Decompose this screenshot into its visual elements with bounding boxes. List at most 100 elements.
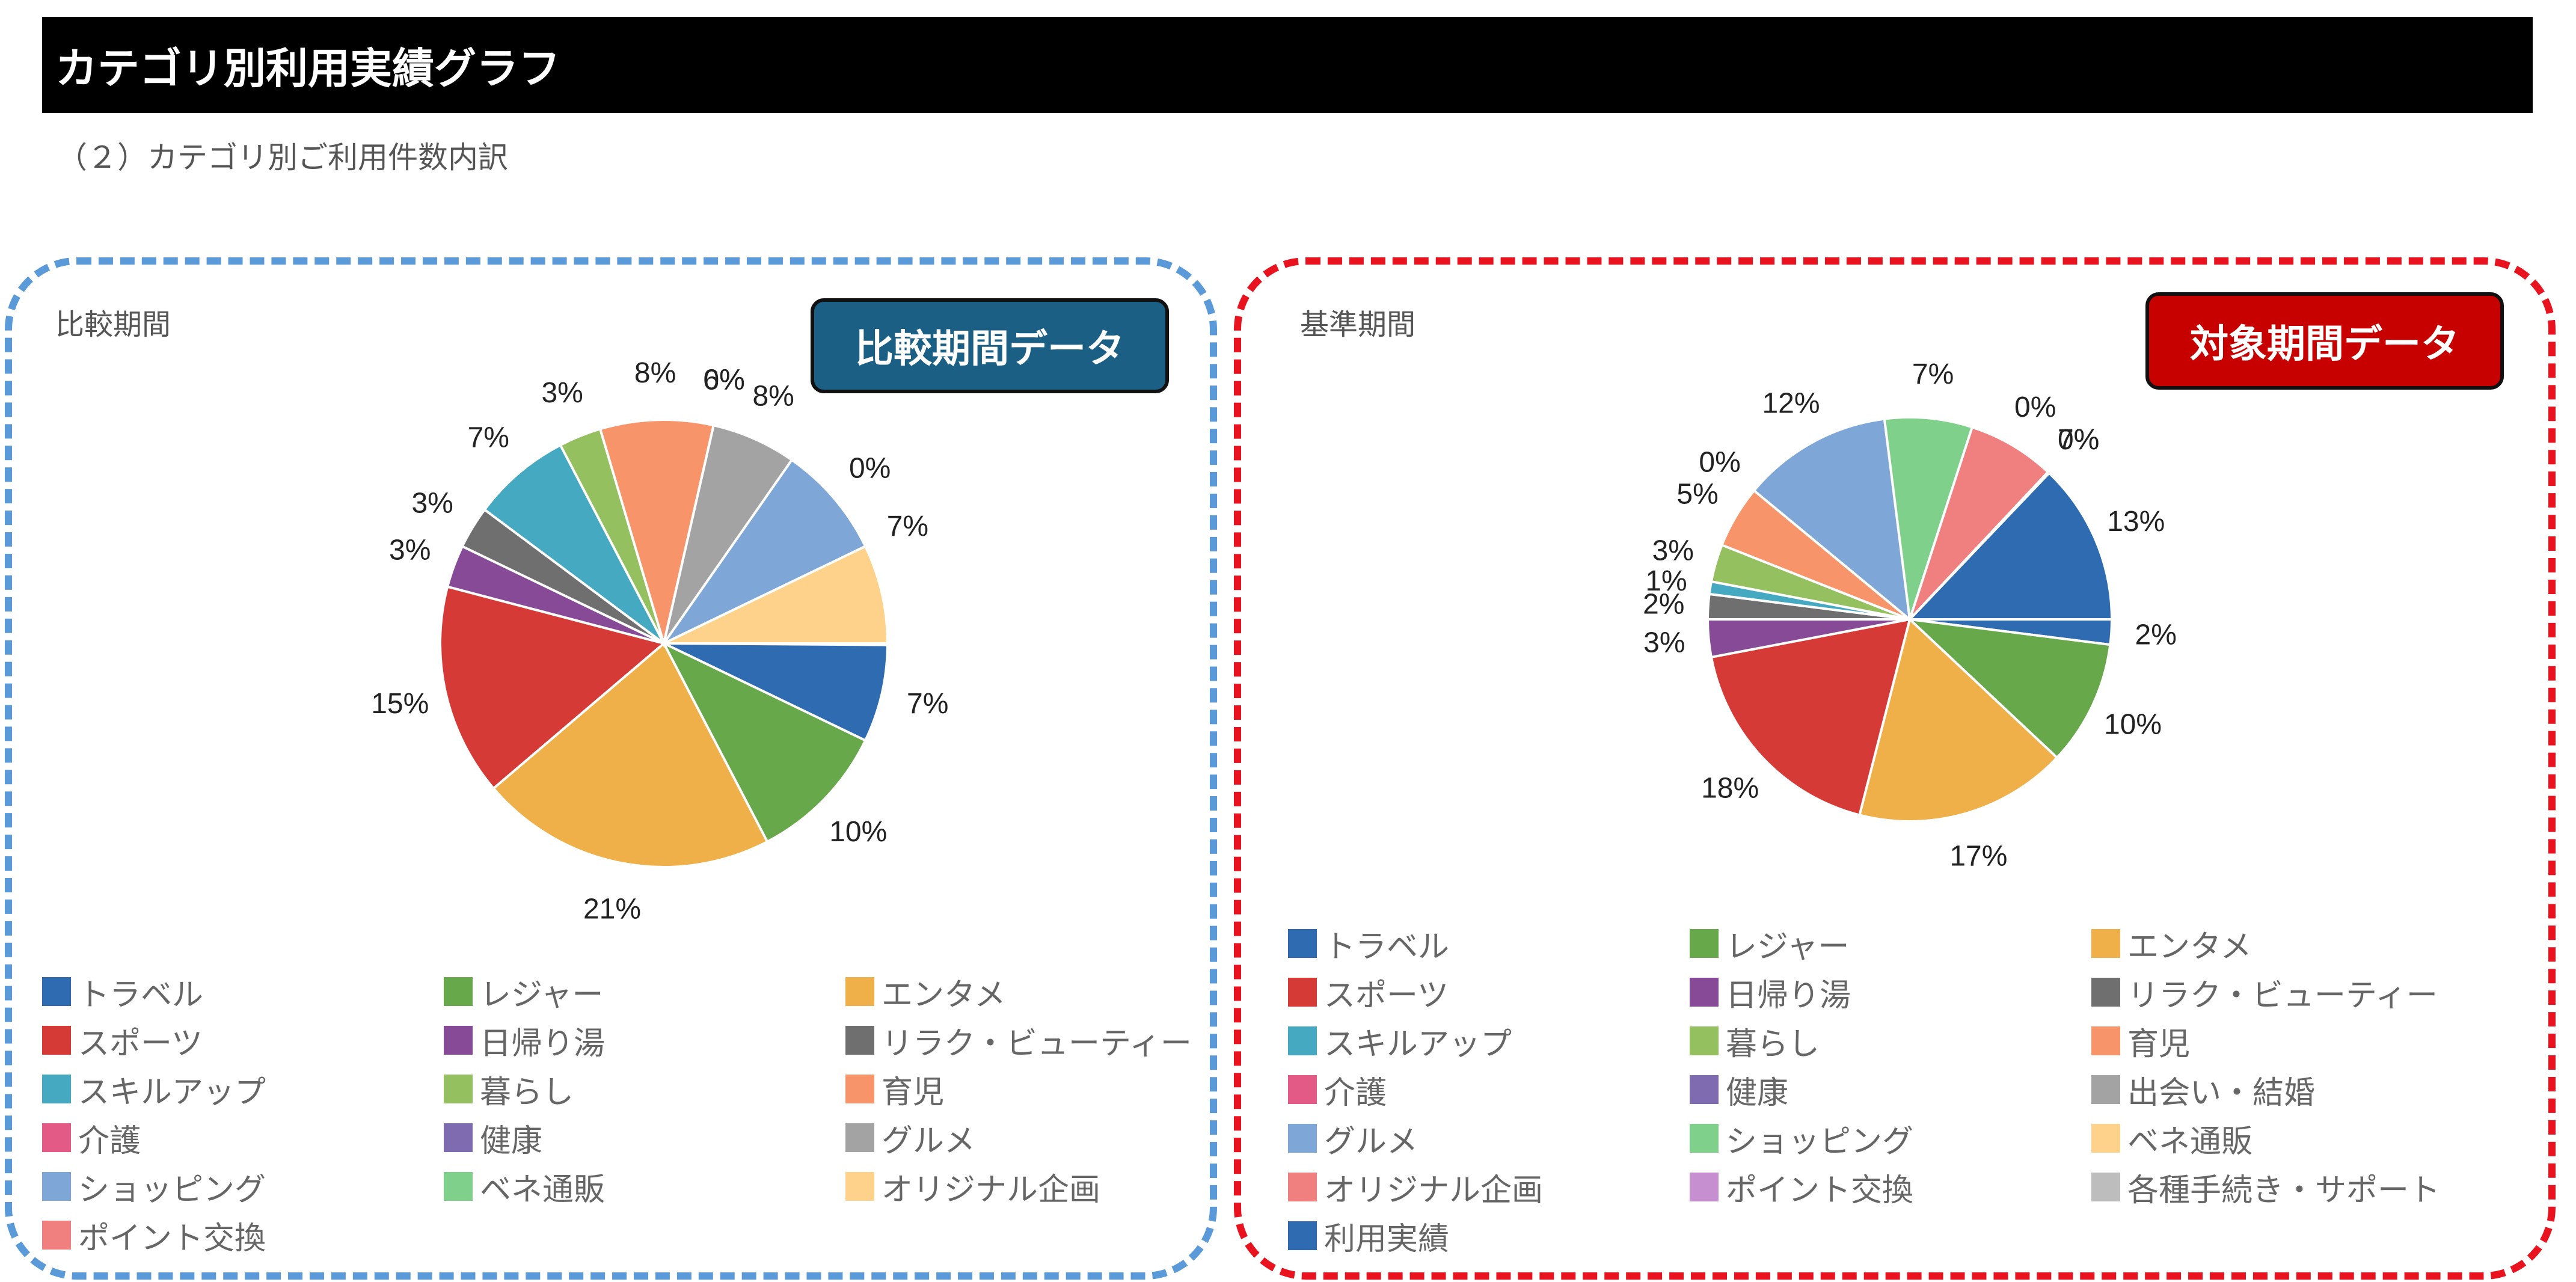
comparison-legend-item[interactable]: スキルアップ [42, 1068, 266, 1111]
comparison-legend-swatch [845, 1026, 874, 1055]
comparison-legend-item[interactable]: 健康 [444, 1117, 542, 1159]
pie-0-slice-11 [663, 423, 794, 645]
comparison-legend-item[interactable]: 日帰り湯 [444, 1019, 606, 1062]
comparison-legend-item[interactable]: ポイント交換 [42, 1214, 266, 1257]
base-legend-item[interactable]: ショッピング [1690, 1117, 1914, 1160]
pie-1-data-label: 10% [2104, 709, 2162, 741]
base-legend-swatch [1690, 978, 1719, 1007]
base-legend-label: 介護 [1324, 1075, 1387, 1111]
comparison-legend-item[interactable]: トラベル [42, 971, 203, 1013]
base-legend-label: 利用実績 [1324, 1221, 1450, 1257]
base-legend-item[interactable]: 健康 [1690, 1069, 1788, 1111]
pie-1-slice-3 [1858, 617, 2059, 823]
pie-1-slice-11 [1752, 417, 1912, 622]
pie-1-data-label: 0% [2058, 424, 2099, 456]
base-legend-label: スポーツ [1324, 977, 1449, 1014]
comparison-legend-label: 日帰り湯 [480, 1025, 606, 1062]
base-legend-swatch [1288, 1124, 1317, 1153]
pie-0-slice-12 [660, 458, 867, 647]
comparison-legend-item[interactable]: グルメ [845, 1117, 975, 1159]
base-legend-swatch [2091, 1124, 2120, 1153]
base-legend-item[interactable]: オリジナル企画 [1288, 1166, 1544, 1209]
base-legend-item[interactable]: グルメ [1288, 1117, 1418, 1160]
base-legend-item[interactable]: 介護 [1288, 1069, 1387, 1111]
comparison-legend-item[interactable]: スポーツ [42, 1019, 203, 1062]
pie-0-data-label: 21% [583, 894, 641, 925]
base-legend-item[interactable]: 各種手続き・サポート [2091, 1166, 2440, 1209]
base-legend-label: 出会い・結婚 [2127, 1075, 2316, 1111]
comparison-legend-item[interactable]: ショッピング [42, 1165, 266, 1208]
pie-0-slices [439, 419, 889, 868]
base-legend-label: グルメ [1324, 1123, 1418, 1160]
comparison-legend-label: オリジナル企画 [882, 1171, 1101, 1208]
base-legend-item[interactable]: トラベル [1288, 922, 1449, 965]
base-legend-item[interactable]: リラク・ビューティー [2091, 971, 2438, 1014]
base-legend-label: オリジナル企画 [1324, 1172, 1544, 1209]
pie-1-data-label: 17% [1949, 841, 2007, 873]
base-legend-swatch [1288, 1221, 1317, 1250]
base-legend-label: 日帰り湯 [1726, 977, 1851, 1014]
comparison-legend-label: ポイント交換 [78, 1220, 266, 1257]
base-legend-swatch [1288, 929, 1317, 958]
base-legend-item[interactable]: スポーツ [1288, 971, 1449, 1014]
base-legend-item[interactable]: エンタメ [2091, 922, 2251, 965]
comparison-legend-item[interactable]: ベネ通販 [444, 1165, 605, 1208]
base-legend-item[interactable]: ベネ通販 [2091, 1117, 2253, 1160]
base-legend-swatch [2091, 1075, 2120, 1104]
base-legend-item[interactable]: 利用実績 [1288, 1215, 1449, 1257]
pie-0-data-label: 3% [411, 488, 453, 520]
comparison-legend-swatch [444, 1026, 473, 1055]
base-legend-item[interactable]: 暮らし [1690, 1020, 1820, 1063]
comparison-legend-swatch [42, 977, 71, 1006]
comparison-legend-swatch [845, 1075, 874, 1103]
base-legend-label: 暮らし [1726, 1026, 1820, 1063]
page-title-bar: カテゴリ別利用実績グラフ [42, 17, 2533, 113]
pie-1-slice-0 [1907, 470, 2114, 621]
pie-0-data-label: 3% [389, 535, 431, 566]
base-legend-label: ベネ通販 [2127, 1123, 2253, 1160]
comparison-legend-item[interactable]: リラク・ビューティー [845, 1019, 1192, 1062]
pie-1-data-label: 5% [1676, 478, 1718, 510]
comparison-legend-swatch [42, 1026, 71, 1055]
target-data-badge: 対象期間データ [2145, 292, 2504, 390]
comparison-legend-swatch [845, 1123, 874, 1152]
comparison-legend-label: グルメ [882, 1123, 976, 1159]
comparison-legend-item[interactable]: エンタメ [845, 971, 1005, 1013]
comparison-legend-item[interactable]: 暮らし [444, 1068, 574, 1111]
base-legend-swatch [2091, 1173, 2120, 1201]
base-legend-label: 育児 [2127, 1026, 2191, 1063]
pie-0-slice-1 [661, 640, 867, 844]
base-legend-item[interactable]: スキルアップ [1288, 1020, 1512, 1063]
pie-0-data-label: 15% [371, 688, 429, 720]
pie-1-data-label: 12% [1762, 388, 1820, 420]
base-legend-label: ショッピング [1726, 1123, 1914, 1160]
pie-1-data-label: 2% [1643, 588, 1684, 620]
pie-0-slice-14 [663, 544, 889, 645]
comparison-legend-item[interactable]: 育児 [845, 1068, 945, 1111]
base-legend-label: スキルアップ [1324, 1026, 1512, 1063]
pie-1-slices [1706, 416, 2114, 823]
base-legend-item[interactable]: ポイント交換 [1690, 1166, 1914, 1209]
comparison-period-panel [5, 257, 1217, 1280]
base-legend-label: ポイント交換 [1726, 1172, 1914, 1209]
pie-1-data-label: 3% [1643, 627, 1685, 659]
base-legend-item[interactable]: 日帰り湯 [1690, 971, 1851, 1014]
base-legend-swatch [1288, 1026, 1317, 1055]
comparison-legend-item[interactable]: レジャー [444, 971, 603, 1013]
comparison-legend-item[interactable]: 介護 [42, 1117, 141, 1159]
base-legend-item[interactable]: 育児 [2091, 1020, 2191, 1063]
comparison-legend-label: 育児 [882, 1074, 945, 1111]
base-legend-swatch [1690, 1075, 1719, 1104]
comparison-legend-item[interactable]: オリジナル企画 [845, 1165, 1101, 1208]
base-legend-swatch [1288, 1075, 1317, 1104]
pie-1-data-label: 7% [1912, 358, 1954, 390]
base-legend-item[interactable]: 出会い・結婚 [2091, 1069, 2315, 1111]
pie-0-data-label: 0% [849, 452, 891, 484]
pie-1-data-label: 1% [1645, 565, 1687, 597]
comparison-legend-label: ショッピング [78, 1171, 266, 1208]
base-legend-label: 健康 [1726, 1075, 1789, 1111]
comparison-legend-label: 暮らし [480, 1074, 574, 1111]
base-legend-item[interactable]: レジャー [1690, 922, 1849, 965]
pie-1-data-label: 13% [2107, 506, 2165, 538]
